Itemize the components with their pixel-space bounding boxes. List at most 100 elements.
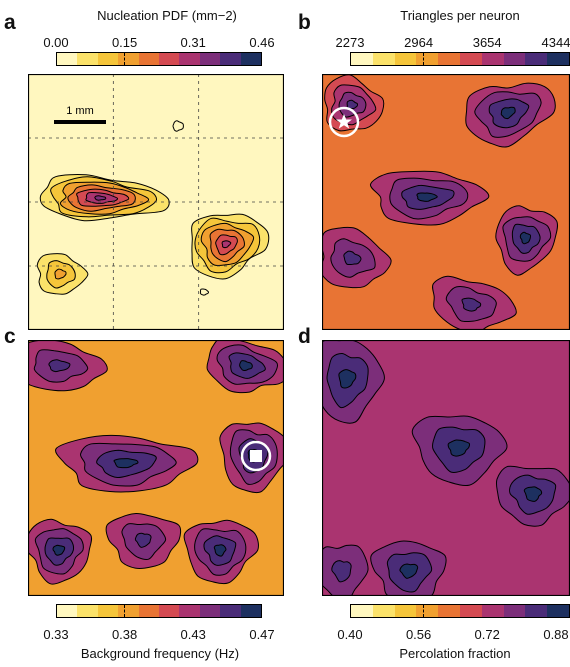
colorbar-segment — [159, 53, 180, 65]
colorbar-dash — [422, 53, 424, 65]
colorbar-segment — [97, 53, 119, 65]
triangles-map — [322, 74, 570, 330]
colorbar-segment — [547, 53, 569, 65]
colorbar-segment — [525, 605, 548, 617]
tick-label: 4344 — [541, 35, 570, 50]
tick-label: 0.15 — [111, 35, 138, 50]
contour-region — [48, 359, 71, 373]
colorbar-segment — [503, 53, 526, 65]
tick-label: 2273 — [335, 35, 365, 50]
contour-region — [523, 486, 543, 502]
colorbar-title-a: Nucleation PDF (mm−2) — [58, 8, 276, 23]
colorbar-segment — [438, 53, 460, 65]
contour-region — [221, 240, 232, 249]
colorbar-dash — [124, 605, 126, 617]
star-marker — [336, 114, 352, 129]
colorbar-segment — [57, 53, 78, 65]
contour-region — [416, 192, 438, 202]
colorbar-segment — [199, 605, 221, 617]
colorbar-segment — [481, 605, 504, 617]
colorbar-segment — [118, 605, 139, 617]
contours — [36, 120, 270, 296]
contour-region — [331, 560, 352, 583]
tick-label: 0.72 — [474, 627, 500, 642]
colorbar-segment — [351, 605, 373, 617]
nucleation-title: Nucleation PDF (mm−2) — [97, 8, 237, 23]
colorbar-d — [350, 604, 570, 618]
contour-region — [94, 195, 107, 201]
colorbar-segment — [503, 605, 526, 617]
colorbar-segment — [138, 53, 160, 65]
colorbar-ticks-c: 0.33 0.38 0.43 0.47 — [43, 627, 274, 643]
colorbar-segment — [179, 53, 200, 65]
colorbar-dash — [124, 53, 126, 65]
colorbar-ticks-b: 2273 2964 3654 4344 — [336, 35, 570, 51]
colorbar-segment — [394, 605, 417, 617]
colorbar-segment — [77, 53, 98, 65]
contour-region — [113, 458, 139, 469]
colorbar-segment — [220, 605, 241, 617]
contour-region — [338, 369, 357, 389]
map-frame — [28, 340, 284, 596]
panel-letter-d: d — [298, 325, 311, 348]
colorbar-dash — [422, 605, 424, 617]
contour-region — [500, 106, 516, 120]
colorbar-a — [56, 52, 262, 66]
background-frequency-map — [28, 340, 284, 596]
percolation-map — [322, 340, 570, 596]
grid-lines — [28, 74, 284, 330]
panel-letter-b: b — [298, 11, 311, 34]
colorbar-title-c: Background frequency (Hz) — [80, 646, 240, 661]
colorbar-segment — [159, 605, 180, 617]
contour-region — [461, 297, 482, 312]
star-marker-circle — [328, 106, 360, 138]
colorbar-segment — [416, 53, 439, 65]
colorbar-c — [56, 604, 262, 618]
colorbar-segment — [372, 605, 395, 617]
colorbar-segment — [179, 605, 200, 617]
contour-region — [399, 563, 419, 579]
square-marker-circle — [240, 440, 272, 472]
colorbar-segment — [416, 605, 439, 617]
contours — [322, 74, 559, 330]
colorbar-segment — [547, 605, 569, 617]
panel-letter-c: c — [4, 325, 16, 348]
colorbar-segment — [57, 605, 78, 617]
contour-line — [199, 288, 210, 296]
contour-region — [213, 544, 227, 557]
colorbar-segment — [525, 53, 548, 65]
colorbar-segment — [394, 53, 417, 65]
tick-label: 2964 — [404, 35, 434, 50]
colorbar-segment — [351, 53, 373, 65]
tick-label: 0.46 — [249, 35, 275, 50]
tick-label: 0.31 — [180, 35, 206, 50]
tick-label: 0.47 — [249, 627, 275, 642]
contour-region — [54, 268, 67, 280]
contours — [322, 340, 570, 596]
contour-region — [447, 439, 471, 457]
colorbar-segment — [481, 53, 504, 65]
contour-region — [519, 231, 532, 245]
colorbar-segment — [118, 53, 139, 65]
contour-region — [134, 532, 152, 548]
colorbar-ticks-a: 0.00 0.15 0.31 0.46 — [43, 35, 274, 51]
colorbar-title-d: Percolation fraction — [399, 646, 511, 661]
scale-bar-label: 1 mm — [66, 105, 94, 117]
colorbar-segment — [138, 605, 160, 617]
colorbar-segment — [220, 53, 241, 65]
contour-region — [343, 250, 362, 266]
nucleation-map: 1 mm — [28, 74, 284, 330]
colorbar-segment — [240, 605, 262, 617]
tick-label: 0.38 — [111, 627, 138, 642]
colorbar-segment — [459, 605, 482, 617]
tick-label: 0.40 — [337, 627, 363, 642]
contour-region — [346, 99, 359, 110]
colorbar-segment — [372, 53, 395, 65]
tick-label: 0.43 — [180, 627, 206, 642]
colorbar-segment — [438, 605, 460, 617]
contour-line — [172, 120, 184, 132]
colorbar-ticks-d: 0.40 0.56 0.72 0.88 — [337, 627, 568, 643]
contour-region — [52, 544, 66, 556]
colorbar-segment — [77, 605, 98, 617]
square-marker — [250, 450, 262, 462]
